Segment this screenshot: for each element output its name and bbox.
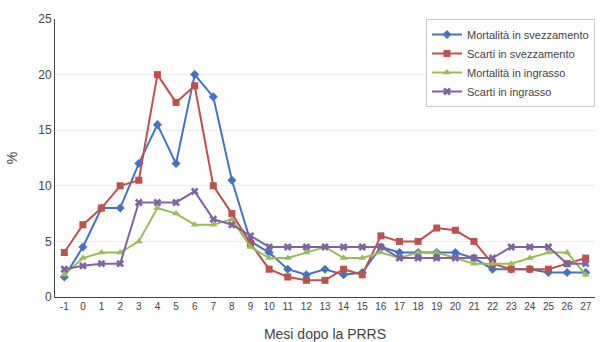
- svg-text:Mesi dopo la PRRS: Mesi dopo la PRRS: [264, 326, 386, 342]
- svg-text:19: 19: [431, 301, 443, 312]
- svg-text:10: 10: [264, 301, 276, 312]
- svg-text:-1: -1: [60, 301, 69, 312]
- svg-text:6: 6: [192, 301, 198, 312]
- svg-text:Scarti in ingrasso: Scarti in ingrasso: [467, 86, 551, 98]
- svg-text:7: 7: [210, 301, 216, 312]
- svg-text:26: 26: [562, 301, 574, 312]
- svg-text:11: 11: [283, 301, 294, 312]
- svg-text:13: 13: [319, 301, 331, 312]
- svg-text:15: 15: [38, 123, 52, 137]
- svg-text:23: 23: [506, 301, 518, 312]
- svg-text:3: 3: [136, 301, 142, 312]
- svg-text:8: 8: [229, 301, 235, 312]
- svg-text:17: 17: [394, 301, 406, 312]
- svg-text:2: 2: [117, 301, 123, 312]
- svg-text:22: 22: [487, 301, 499, 312]
- svg-text:10: 10: [38, 179, 52, 193]
- svg-text:21: 21: [468, 301, 480, 312]
- svg-text:20: 20: [450, 301, 462, 312]
- svg-text:12: 12: [301, 301, 313, 312]
- svg-text:%: %: [4, 152, 20, 164]
- svg-text:Scarti in svezzamento: Scarti in svezzamento: [467, 48, 575, 60]
- svg-text:Mortalità in svezzamento: Mortalità in svezzamento: [467, 29, 589, 41]
- svg-text:1: 1: [99, 301, 105, 312]
- svg-text:15: 15: [357, 301, 369, 312]
- svg-text:5: 5: [173, 301, 179, 312]
- svg-text:24: 24: [524, 301, 536, 312]
- svg-text:16: 16: [375, 301, 387, 312]
- svg-text:14: 14: [338, 301, 350, 312]
- svg-text:9: 9: [248, 301, 254, 312]
- svg-text:18: 18: [413, 301, 425, 312]
- svg-text:4: 4: [155, 301, 161, 312]
- svg-text:27: 27: [580, 301, 592, 312]
- svg-text:5: 5: [45, 235, 52, 249]
- svg-text:25: 25: [38, 12, 52, 26]
- svg-text:20: 20: [38, 68, 52, 82]
- svg-text:25: 25: [543, 301, 555, 312]
- svg-text:0: 0: [80, 301, 86, 312]
- svg-text:Mortalità in ingrasso: Mortalità in ingrasso: [467, 67, 565, 79]
- svg-text:0: 0: [45, 290, 52, 304]
